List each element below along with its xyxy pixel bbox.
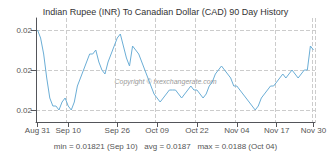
svg-text:0.02: 0.02	[16, 26, 32, 35]
svg-text:0.02: 0.02	[16, 106, 32, 115]
svg-text:min = 0.01821 (Sep 10) avg =: min = 0.01821 (Sep 10) avg = 0.0187 max …	[54, 142, 278, 151]
svg-text:Oct 22: Oct 22	[185, 126, 209, 135]
svg-text:Sep 26: Sep 26	[105, 126, 131, 135]
svg-text:Oct 09: Oct 09	[145, 126, 169, 135]
svg-text:Sep 10: Sep 10	[56, 126, 82, 135]
svg-text:Nov 17: Nov 17	[264, 126, 290, 135]
svg-text:Nov 30: Nov 30	[301, 126, 327, 135]
svg-text:Nov 04: Nov 04	[224, 126, 250, 135]
svg-text:0.02: 0.02	[16, 66, 32, 75]
svg-text:Indian Rupee (INR) To Canadian: Indian Rupee (INR) To Canadian Dollar (C…	[43, 7, 289, 17]
svg-text:Aug 31: Aug 31	[25, 126, 51, 135]
svg-text:Copyright © fxexchangerate.com: Copyright © fxexchangerate.com	[114, 78, 216, 86]
